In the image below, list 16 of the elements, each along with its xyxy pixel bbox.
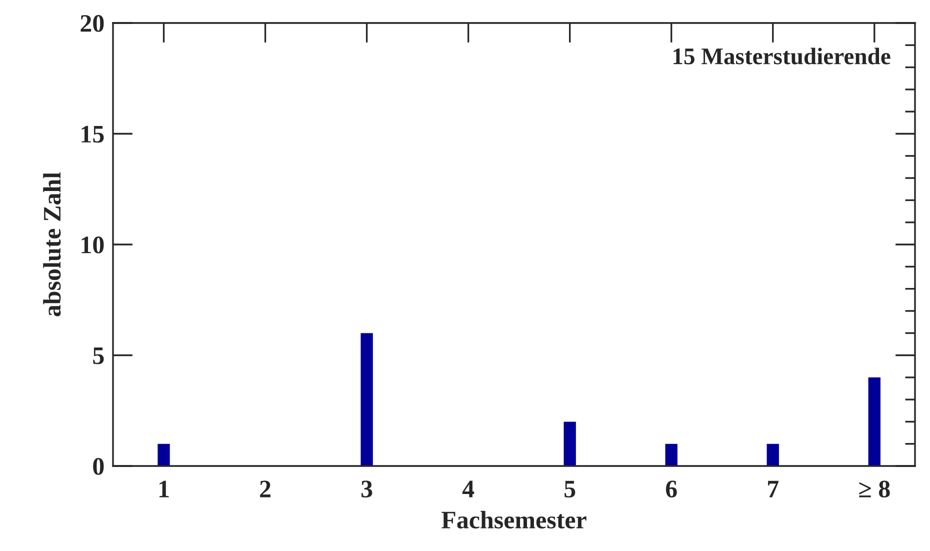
x-tick-label: 2 xyxy=(260,480,270,498)
y-tick-label: 5 xyxy=(93,348,104,364)
x-tick-label: 4 xyxy=(462,480,474,498)
y-tick-label: 20 xyxy=(80,15,104,32)
annotation: 15 Masterstudierende xyxy=(674,48,890,64)
x-tick-label: ≥ 8 xyxy=(859,480,890,498)
x-tick-label: 7 xyxy=(768,480,779,498)
x-tick-label: 1 xyxy=(160,480,169,498)
y-axis-title: absolute Zahl xyxy=(43,172,61,316)
x-axis-title: Fachsemester xyxy=(442,510,586,528)
y-tick-label: 10 xyxy=(82,236,104,254)
x-tick-label: 3 xyxy=(361,480,372,498)
y-tick-label: 0 xyxy=(93,458,104,475)
y-tick-label: 15 xyxy=(82,126,104,143)
x-tick-label: 6 xyxy=(666,480,677,498)
x-tick-label: 5 xyxy=(564,480,576,498)
